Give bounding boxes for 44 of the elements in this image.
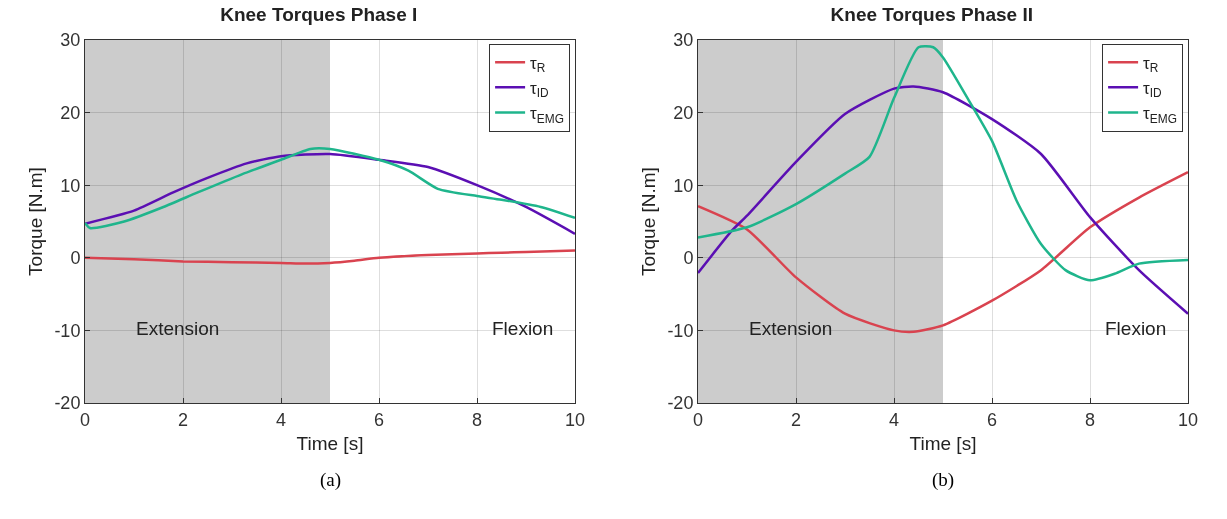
x-tick-label: 4 [888, 409, 900, 430]
x-tick-label: 2 [177, 409, 189, 430]
y-tick-label: 10 [60, 175, 81, 196]
chart-title: Knee Torques Phase II [830, 4, 1033, 26]
y-tick-label: 20 [60, 102, 81, 123]
y-tick-label: 0 [70, 248, 81, 269]
x-tick-label: 6 [373, 409, 385, 430]
x-tick-label: 4 [275, 409, 287, 430]
x-tick-label: 6 [986, 409, 998, 430]
annotation: Flexion [1105, 318, 1167, 339]
y-tick-label: -20 [54, 393, 81, 414]
y-axis-title: Torque [N.m] [25, 167, 47, 276]
x-tick-label: 2 [790, 409, 802, 430]
y-tick-label: 0 [683, 248, 694, 269]
chart-title: Knee Torques Phase I [220, 4, 418, 26]
y-axis-title: Torque [N.m] [638, 167, 660, 276]
line-series [698, 85, 1188, 315]
line-series [85, 249, 575, 265]
y-tick-label: 30 [673, 30, 694, 51]
legend-label: τ$_{EMG}$ [530, 104, 564, 126]
band-label: Extension [136, 318, 220, 339]
y-tick-label: 10 [673, 175, 694, 196]
legend-label: τ$_{ID}$ [1143, 78, 1163, 101]
x-tick-label: 10 [564, 409, 586, 430]
annotation: Flexion [492, 318, 554, 339]
legend-label: τ$_{EMG}$ [1143, 104, 1177, 126]
legend-label: τ$_{ID}$ [530, 78, 550, 101]
legend-label: τ$_{R}$ [530, 53, 546, 76]
y-tick-label: 30 [60, 30, 81, 51]
text: (a) [320, 469, 342, 491]
line-series [698, 45, 1188, 282]
line-series [698, 170, 1188, 334]
text: (b) [932, 469, 955, 491]
y-tick-label: -10 [667, 320, 694, 341]
y-tick-label: -20 [667, 393, 694, 414]
x-tick-label: 8 [471, 409, 483, 430]
x-axis-title: Time [s] [296, 433, 364, 455]
y-tick-label: -10 [54, 320, 81, 341]
x-axis-title: Time [s] [909, 433, 977, 455]
legend-label: τ$_{R}$ [1143, 53, 1159, 76]
band-label: Extension [749, 318, 833, 339]
x-tick-label: 8 [1084, 409, 1096, 430]
x-tick-label: 10 [1177, 409, 1199, 430]
y-tick-label: 20 [673, 102, 694, 123]
